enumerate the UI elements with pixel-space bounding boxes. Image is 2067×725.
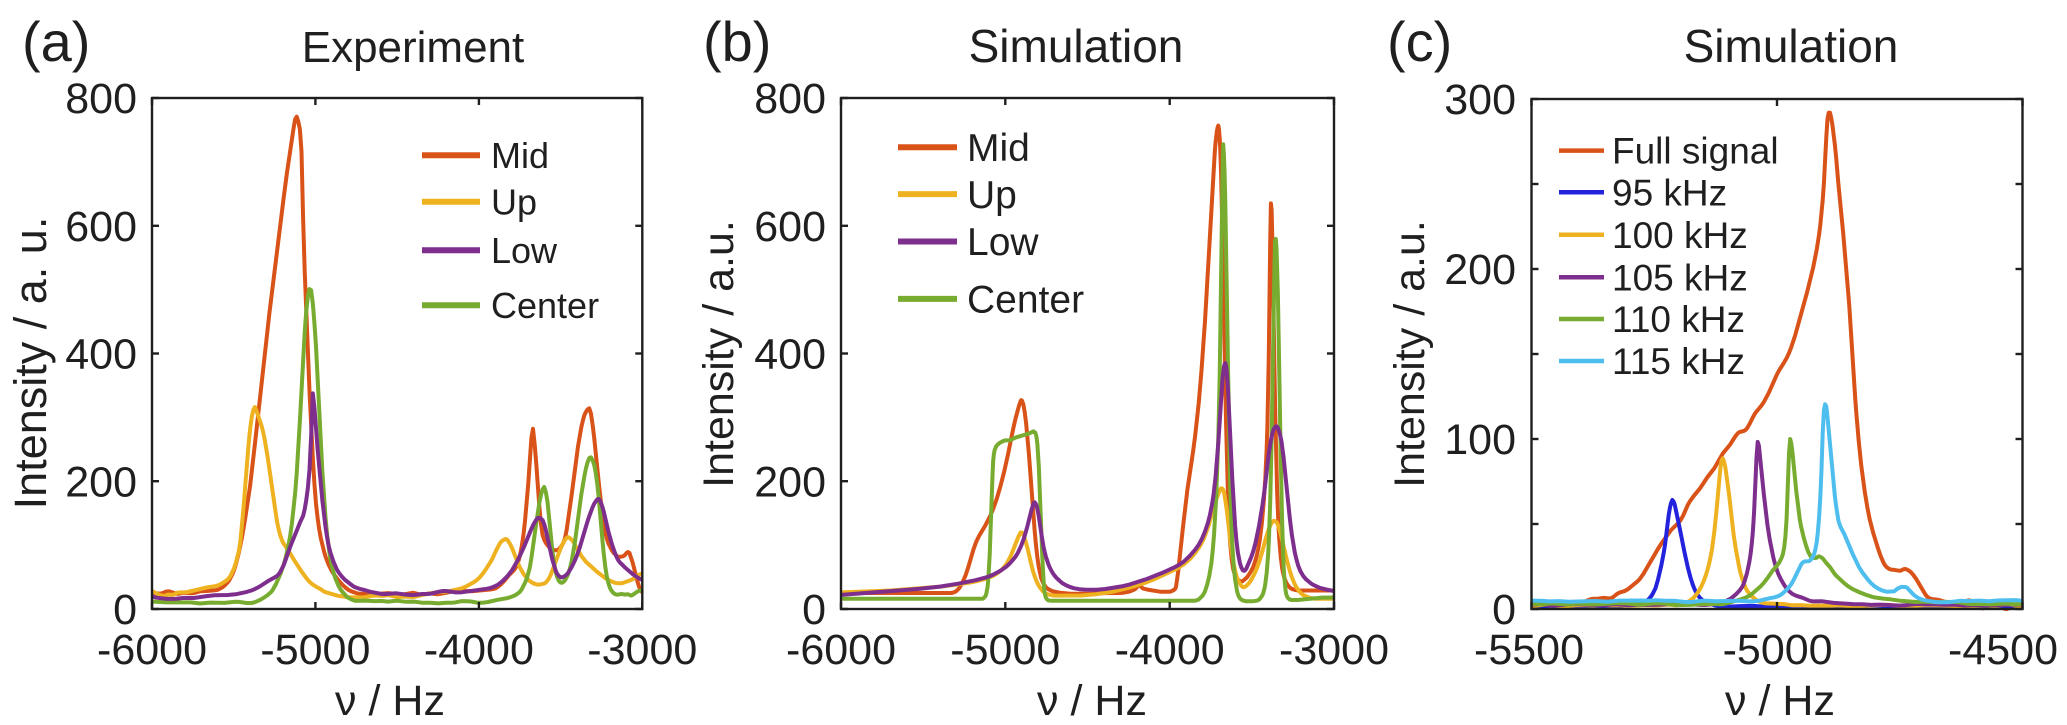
svg-text:Full signal: Full signal [1612, 131, 1779, 172]
svg-text:-5000: -5000 [1723, 626, 1833, 674]
svg-text:-3000: -3000 [1279, 626, 1389, 674]
svg-text:(c): (c) [1387, 10, 1452, 73]
svg-text:Up: Up [967, 174, 1017, 217]
svg-text:600: 600 [65, 203, 137, 251]
svg-text:95 kHz: 95 kHz [1612, 172, 1727, 213]
svg-text:-5500: -5500 [1474, 626, 1584, 674]
svg-text:300: 300 [1444, 76, 1516, 124]
svg-text:ν / Hz: ν / Hz [335, 677, 445, 725]
svg-text:-4000: -4000 [1115, 626, 1225, 674]
svg-text:-6000: -6000 [786, 626, 896, 674]
svg-text:(a): (a) [22, 10, 90, 73]
svg-text:(b): (b) [703, 10, 771, 73]
svg-text:110 kHz: 110 kHz [1612, 299, 1745, 340]
svg-text:200: 200 [65, 458, 137, 506]
svg-text:200: 200 [1444, 246, 1516, 294]
svg-text:0: 0 [1492, 586, 1516, 634]
svg-text:0: 0 [802, 586, 826, 634]
svg-text:-4000: -4000 [424, 626, 534, 674]
svg-text:Intensity / a.u.: Intensity / a.u. [1386, 220, 1434, 488]
svg-text:ν / Hz: ν / Hz [1725, 677, 1835, 725]
svg-text:-3000: -3000 [587, 626, 697, 674]
svg-text:-6000: -6000 [97, 626, 207, 674]
svg-text:-5000: -5000 [950, 626, 1060, 674]
svg-text:100 kHz: 100 kHz [1612, 215, 1748, 256]
svg-text:600: 600 [754, 203, 826, 251]
svg-text:0: 0 [113, 586, 137, 634]
svg-text:400: 400 [65, 331, 137, 379]
svg-text:200: 200 [754, 458, 826, 506]
svg-text:Mid: Mid [967, 127, 1030, 170]
svg-text:115 kHz: 115 kHz [1612, 341, 1745, 382]
svg-text:Mid: Mid [491, 135, 549, 176]
svg-text:105 kHz: 105 kHz [1612, 257, 1748, 298]
svg-text:800: 800 [754, 75, 826, 123]
svg-text:Experiment: Experiment [302, 23, 525, 72]
svg-text:Intensity / a. u.: Intensity / a. u. [5, 217, 56, 510]
svg-text:Simulation: Simulation [1684, 20, 1899, 72]
svg-text:Simulation: Simulation [969, 20, 1184, 72]
svg-text:Intensity / a.u.: Intensity / a.u. [695, 220, 743, 488]
svg-text:Up: Up [491, 181, 537, 222]
svg-text:Center: Center [967, 279, 1084, 322]
svg-text:-4500: -4500 [1948, 626, 2058, 674]
svg-text:Low: Low [967, 221, 1039, 264]
svg-text:Center: Center [491, 285, 599, 326]
svg-text:400: 400 [754, 331, 826, 379]
svg-text:-5000: -5000 [260, 626, 370, 674]
svg-text:800: 800 [65, 75, 137, 123]
svg-text:100: 100 [1444, 416, 1516, 464]
svg-text:ν / Hz: ν / Hz [1037, 677, 1147, 725]
svg-text:Low: Low [491, 230, 558, 271]
